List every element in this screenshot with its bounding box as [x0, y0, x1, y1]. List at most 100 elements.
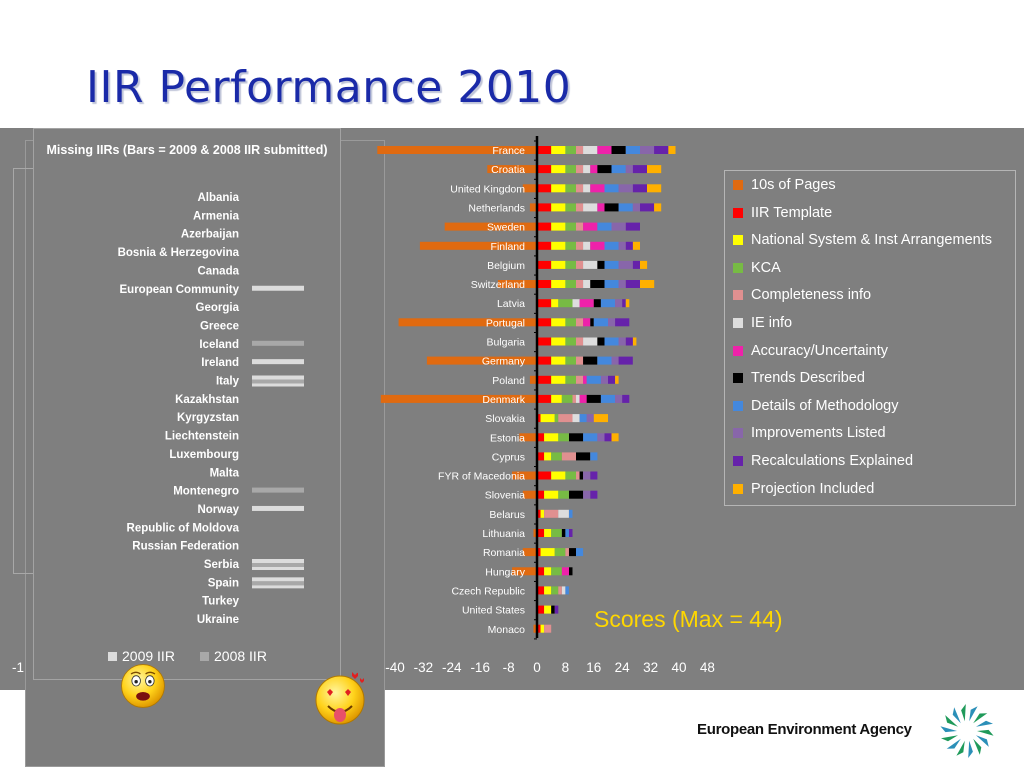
bar-2009-iir: [252, 383, 304, 387]
bar-10s-of-pages: [426, 356, 537, 365]
category-label: Lithuania: [482, 528, 525, 540]
bar-projection-included: [640, 260, 648, 269]
inset-legend-swatch: [200, 652, 209, 661]
bar-completeness-info: [576, 241, 584, 250]
bar-improvements-listed: [597, 433, 605, 442]
bar-kca: [565, 146, 576, 154]
bar-trends-described: [569, 433, 584, 442]
bar-details-of-methodology: [604, 184, 619, 193]
legend-swatch: [733, 345, 743, 356]
scores-legend: 10s of Pages IIR Template National System …: [724, 170, 1016, 506]
category-label: FYR of Macedonia: [438, 471, 525, 483]
missing-iir-country: Ukraine: [197, 614, 239, 626]
bar-iir-template: [537, 260, 552, 269]
missing-iir-country: Bosnia & Herzegovina: [118, 247, 240, 259]
bar-details-of-methodology: [576, 548, 584, 557]
bar-recalculations-explained: [625, 337, 633, 346]
bar-iir-template: [537, 452, 545, 461]
bar-improvements-listed: [586, 414, 594, 423]
bar-national-system-inst-arrangements: [540, 548, 555, 557]
category-label: Germany: [482, 356, 526, 368]
logo-ray: [940, 726, 957, 733]
missing-iir-country: Armenia: [193, 210, 240, 222]
legend-item: Improvements Listed: [733, 422, 886, 444]
bar-recalculations-explained: [608, 375, 616, 384]
bar-recalculations-explained: [615, 318, 630, 327]
missing-iir-country: Luxembourg: [169, 449, 239, 461]
legend-swatch: [733, 290, 743, 301]
legend-label: IIR Template: [751, 204, 833, 221]
legend-swatch: [733, 180, 743, 190]
bar-ie-info: [561, 586, 566, 595]
bar-iir-template: [537, 548, 541, 557]
worried-face-icon: [121, 664, 165, 708]
bar-10s-of-pages: [419, 241, 537, 250]
legend-label: Trends Described: [751, 370, 865, 387]
bar-iir-template: [537, 280, 552, 288]
bar-completeness-info: [565, 548, 569, 557]
bar-kca: [551, 529, 562, 537]
bar-completeness-info: [576, 146, 584, 154]
bar-improvements-listed: [618, 184, 633, 193]
bar-kca: [565, 165, 576, 174]
missing-iir-country: Azerbaijan: [181, 229, 239, 241]
happy-face-icon: [315, 672, 365, 725]
category-label: Hungary: [485, 566, 525, 578]
bar-trends-described: [569, 567, 573, 576]
bar-national-system-inst-arrangements: [551, 203, 566, 212]
bar-kca: [558, 433, 569, 442]
bar-accuracy-uncertainty: [579, 394, 587, 403]
bar-trends-described: [561, 529, 566, 537]
legend-swatch: [733, 400, 743, 411]
bar-projection-included: [640, 280, 655, 288]
legend-item: KCA: [733, 257, 781, 279]
bar-improvements-listed: [611, 356, 619, 365]
bar-accuracy-uncertainty: [597, 203, 605, 212]
bar-details-of-methodology: [604, 280, 619, 288]
bar-iir-template: [537, 146, 552, 154]
bar-trends-described: [597, 337, 605, 346]
bar-projection-included: [654, 203, 662, 212]
x-tick-label: 32: [643, 660, 658, 675]
category-label: Slovakia: [485, 413, 525, 425]
bar-10s-of-pages: [377, 146, 538, 154]
legend-label: 10s of Pages: [751, 177, 836, 193]
bar-iir-template: [537, 471, 552, 480]
bar-improvements-listed: [615, 394, 623, 403]
bar-trends-described: [604, 203, 619, 212]
bar-details-of-methodology: [604, 337, 619, 346]
logo-center: [960, 724, 974, 738]
bar-kca: [558, 299, 573, 308]
bar-details-of-methodology: [586, 375, 601, 384]
bar-projection-included: [632, 337, 637, 346]
bar-iir-template: [537, 529, 545, 537]
bar-kca: [551, 586, 559, 595]
slide-title: IIR Performance 2010: [86, 62, 572, 113]
x-tick-label: 48: [700, 660, 715, 675]
bar-projection-included: [632, 241, 640, 250]
bar-accuracy-uncertainty: [583, 222, 598, 231]
bar-completeness-info: [576, 337, 584, 346]
bar-recalculations-explained: [654, 146, 669, 154]
missing-iirs-title: Missing IIRs (Bars = 2009 & 2008 IIR sub…: [46, 143, 328, 157]
bar-iir-template: [537, 586, 545, 595]
bar-recalculations-explained: [604, 433, 612, 442]
bar-details-of-methodology: [579, 414, 587, 423]
bar-iir-template: [537, 203, 552, 212]
legend-label: Accuracy/Uncertainty: [751, 342, 888, 359]
bar-national-system-inst-arrangements: [551, 165, 566, 174]
bar-ie-info: [583, 203, 598, 212]
category-label: United Kingdom: [450, 183, 525, 195]
logo-ray: [968, 740, 973, 758]
legend-label: Completeness info: [751, 287, 872, 304]
category-label: Switzerland: [471, 279, 525, 291]
legend-swatch: [733, 483, 743, 494]
bar-improvements-listed: [583, 490, 591, 499]
bar-projection-included: [647, 165, 662, 174]
scores-max-label: Scores (Max = 44): [594, 606, 783, 632]
legend-swatch: [733, 318, 743, 328]
bar-details-of-methodology: [600, 394, 616, 403]
category-label: Estonia: [490, 432, 525, 444]
logo-ray: [952, 707, 961, 724]
bar-improvements-listed: [611, 222, 626, 231]
